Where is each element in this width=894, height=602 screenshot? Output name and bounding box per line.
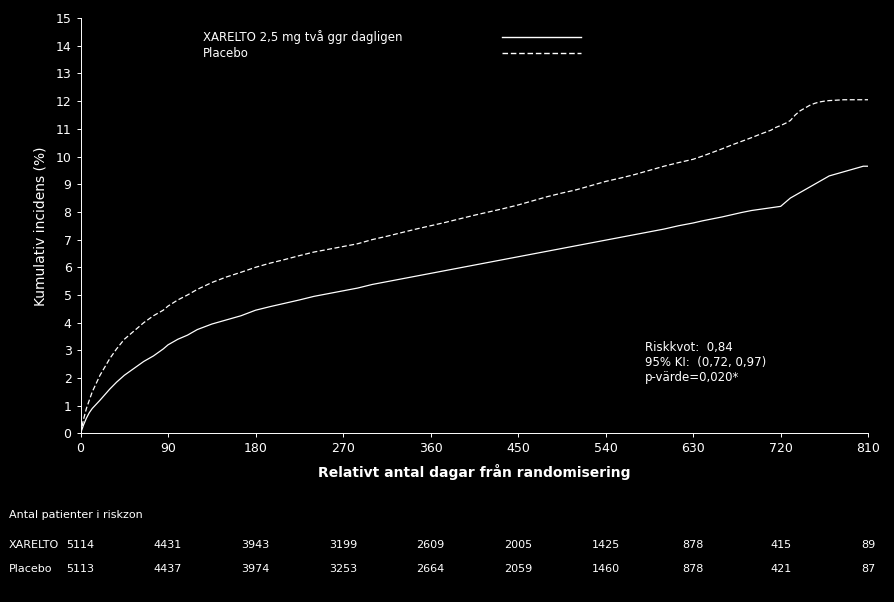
Text: 2005: 2005 xyxy=(503,540,532,550)
Text: 421: 421 xyxy=(769,564,790,574)
Text: 1425: 1425 xyxy=(591,540,619,550)
Text: 5114: 5114 xyxy=(66,540,95,550)
X-axis label: Relativt antal dagar från randomisering: Relativt antal dagar från randomisering xyxy=(317,464,630,480)
Text: 89: 89 xyxy=(860,540,874,550)
Text: Riskkvot:  0,84
95% KI:  (0,72, 0,97)
p-värde=0,020*: Riskkvot: 0,84 95% KI: (0,72, 0,97) p-vä… xyxy=(644,341,765,383)
Text: Antal patienter i riskzon: Antal patienter i riskzon xyxy=(9,510,142,520)
Text: 3943: 3943 xyxy=(241,540,269,550)
Text: 5113: 5113 xyxy=(66,564,95,574)
Text: 3974: 3974 xyxy=(241,564,269,574)
Text: 878: 878 xyxy=(682,540,703,550)
Text: 2664: 2664 xyxy=(416,564,444,574)
Y-axis label: Kumulativ incidens (%): Kumulativ incidens (%) xyxy=(33,146,47,305)
Text: 4431: 4431 xyxy=(154,540,182,550)
Text: 878: 878 xyxy=(682,564,703,574)
Text: Placebo: Placebo xyxy=(9,564,53,574)
Text: XARELTO: XARELTO xyxy=(9,540,59,550)
Text: 2059: 2059 xyxy=(503,564,532,574)
Text: 4437: 4437 xyxy=(154,564,182,574)
Text: XARELTO 2,5 mg två ggr dagligen: XARELTO 2,5 mg två ggr dagligen xyxy=(202,29,401,44)
Text: 3199: 3199 xyxy=(329,540,357,550)
Text: 415: 415 xyxy=(769,540,790,550)
Text: Placebo: Placebo xyxy=(202,47,249,60)
Text: 2609: 2609 xyxy=(416,540,444,550)
Text: 87: 87 xyxy=(860,564,874,574)
Text: 3253: 3253 xyxy=(329,564,357,574)
Text: 1460: 1460 xyxy=(591,564,619,574)
